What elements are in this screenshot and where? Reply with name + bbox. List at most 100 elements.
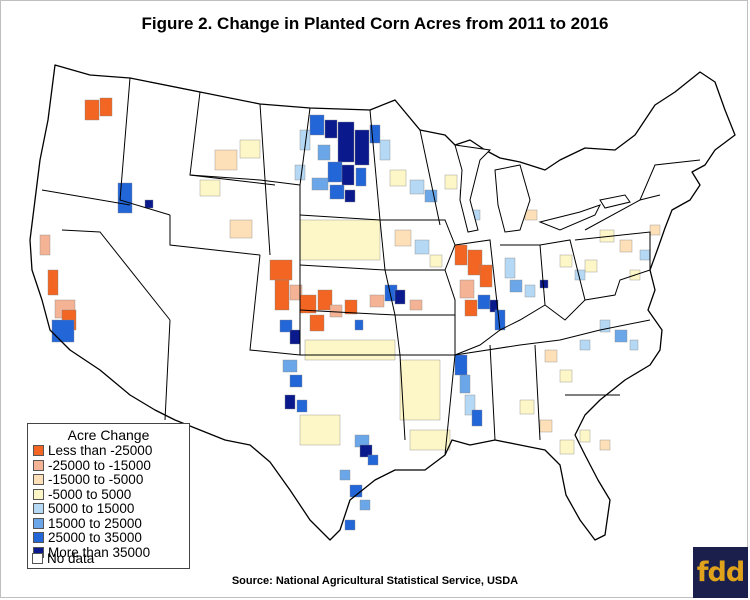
county-block <box>317 289 333 311</box>
county-block <box>454 354 468 376</box>
county-block <box>214 149 238 171</box>
county-block <box>389 169 407 187</box>
legend-swatch <box>33 517 44 529</box>
legend-item-minus-15000-to-minus-5000: -15000 to -5000 <box>33 472 143 487</box>
county-block <box>282 359 298 373</box>
county-block <box>294 164 306 181</box>
legend-item-label: More than 35000 <box>48 544 151 560</box>
map-title: Figure 2. Change in Planted Corn Acres f… <box>141 14 609 33</box>
county-block <box>341 164 355 186</box>
county-block <box>524 209 538 221</box>
legend-item-label: No data <box>47 551 95 566</box>
legend: Acre Change Less than -25000 -25000 to -… <box>27 423 190 569</box>
legend-swatch <box>33 445 44 456</box>
county-block <box>579 339 591 351</box>
county-block <box>269 259 293 281</box>
county-fill-layer <box>39 97 661 531</box>
county-block <box>39 234 51 256</box>
legend-swatch <box>32 553 43 564</box>
legend-item-15000-to-25000: 15000 to 25000 <box>33 516 142 531</box>
county-block <box>355 167 367 187</box>
source-note: Source: National Agricultural Statistica… <box>231 575 519 587</box>
county-block <box>289 329 301 345</box>
county-block <box>479 264 493 288</box>
county-block <box>369 294 385 308</box>
county-block <box>579 429 591 443</box>
county-block <box>504 257 516 279</box>
county-block <box>47 269 59 296</box>
county-block <box>344 189 356 203</box>
county-block <box>599 319 611 333</box>
county-block <box>379 139 391 161</box>
legend-item-label: 25000 to 35000 <box>48 530 142 545</box>
county-block <box>344 519 356 531</box>
legend-swatch <box>33 474 44 485</box>
county-block <box>337 121 355 163</box>
legend-item-label: -5000 to 5000 <box>48 486 132 502</box>
county-block <box>394 229 412 247</box>
county-block <box>544 349 558 363</box>
county-block <box>459 374 471 394</box>
county-block <box>409 299 423 311</box>
legend-item-5000-to-15000: 5000 to 15000 <box>33 501 134 516</box>
county-block <box>84 99 100 121</box>
legend-item-label: -25000 to -15000 <box>48 457 151 473</box>
county-block <box>614 329 628 343</box>
legend-item-label: -15000 to -5000 <box>48 472 144 487</box>
us-outline <box>29 64 736 541</box>
legend-swatch <box>33 488 44 500</box>
county-block <box>329 184 345 200</box>
county-block <box>399 359 441 421</box>
county-block <box>329 304 343 318</box>
county-block <box>471 409 483 427</box>
county-block <box>489 299 499 313</box>
legend-item-label: 5000 to 15000 <box>48 501 135 516</box>
county-block <box>229 219 253 239</box>
county-block <box>524 284 536 298</box>
county-block <box>409 429 451 451</box>
county-block <box>299 414 341 446</box>
county-block <box>274 279 290 311</box>
county-block <box>309 314 325 332</box>
county-block <box>459 279 475 299</box>
county-block <box>317 144 331 161</box>
county-block <box>464 299 478 317</box>
legend-item-no-data: No data <box>32 551 94 566</box>
county-block <box>284 394 296 410</box>
county-block <box>289 374 303 388</box>
legend-item-minus-25000-to-minus-15000: -25000 to -15000 <box>33 458 151 473</box>
county-block <box>344 299 358 315</box>
legend-item-25000-to-35000: 25000 to 35000 <box>33 530 142 545</box>
county-block <box>99 97 113 117</box>
county-block <box>394 289 406 305</box>
legend-title: Acre Change <box>67 427 150 443</box>
state-borders <box>41 77 701 456</box>
county-block <box>539 419 553 433</box>
county-block <box>409 179 425 195</box>
legend-swatch <box>33 459 44 471</box>
county-block <box>239 139 261 159</box>
fdd-logo: fdd <box>693 547 748 598</box>
legend-item-label: Less than -25000 <box>48 443 153 458</box>
county-block <box>509 279 523 293</box>
county-block <box>559 439 575 455</box>
county-block <box>599 439 611 451</box>
county-block <box>354 319 364 331</box>
county-block <box>584 259 598 273</box>
county-block <box>279 319 293 333</box>
county-block <box>454 244 468 266</box>
county-block <box>367 454 379 466</box>
county-block <box>519 399 535 415</box>
county-block <box>304 339 396 361</box>
county-block <box>424 189 438 203</box>
county-block <box>467 249 483 276</box>
county-block <box>539 279 549 289</box>
county-block <box>359 444 373 458</box>
county-block <box>327 161 343 183</box>
county-block <box>649 224 661 236</box>
county-block <box>639 249 651 261</box>
county-block <box>559 254 573 268</box>
county-block <box>144 199 154 209</box>
